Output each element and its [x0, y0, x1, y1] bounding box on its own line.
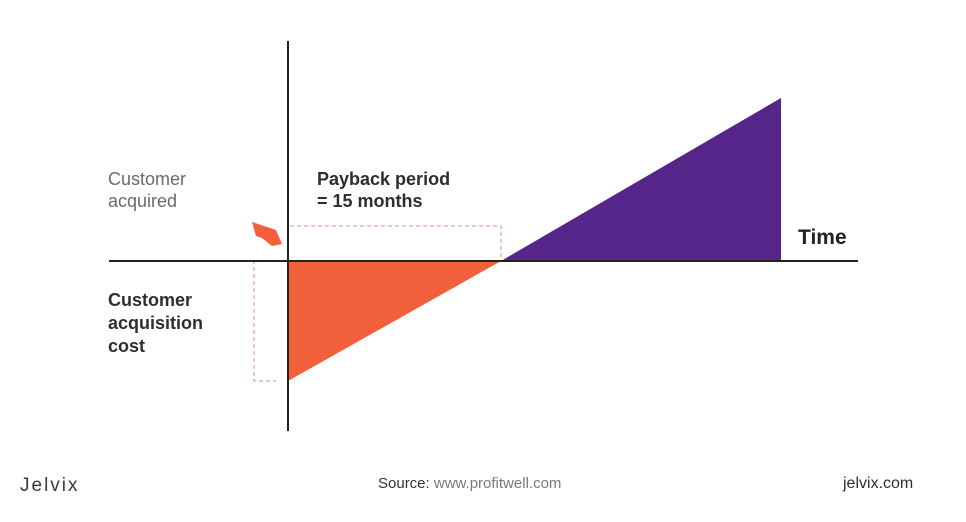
- customer-acquired-label: Customer acquired: [108, 168, 186, 212]
- acquisition-cost-label: Customer acquisition cost: [108, 289, 203, 358]
- payback-period-label: Payback period = 15 months: [317, 168, 450, 212]
- customer-acquired-line-1: Customer: [108, 169, 187, 189]
- customer-acquired-line-2: acquired: [108, 191, 178, 211]
- time-axis-label: Time: [798, 226, 847, 249]
- payback-line-1: Payback period: [317, 169, 451, 189]
- cost-depth-guide: [253, 260, 276, 382]
- acquisition-cost-area: [288, 261, 501, 381]
- source-credit: Source: www.profitwell.com: [378, 474, 561, 494]
- jelvix-logo: Jelvix: [20, 475, 80, 496]
- acquisition-cost-line-3: cost: [108, 336, 146, 356]
- customer-acquired-arrow-icon: [252, 222, 282, 246]
- acquisition-cost-line-2: acquisition: [108, 313, 204, 333]
- source-label: Source:: [378, 475, 430, 492]
- payback-period-guide: [290, 225, 502, 259]
- acquisition-cost-line-1: Customer: [108, 290, 193, 310]
- source-url: www.profitwell.com: [433, 475, 562, 492]
- payback-line-2: = 15 months: [317, 191, 423, 211]
- revenue-area: [501, 98, 781, 261]
- site-url: jelvix.com: [843, 475, 914, 492]
